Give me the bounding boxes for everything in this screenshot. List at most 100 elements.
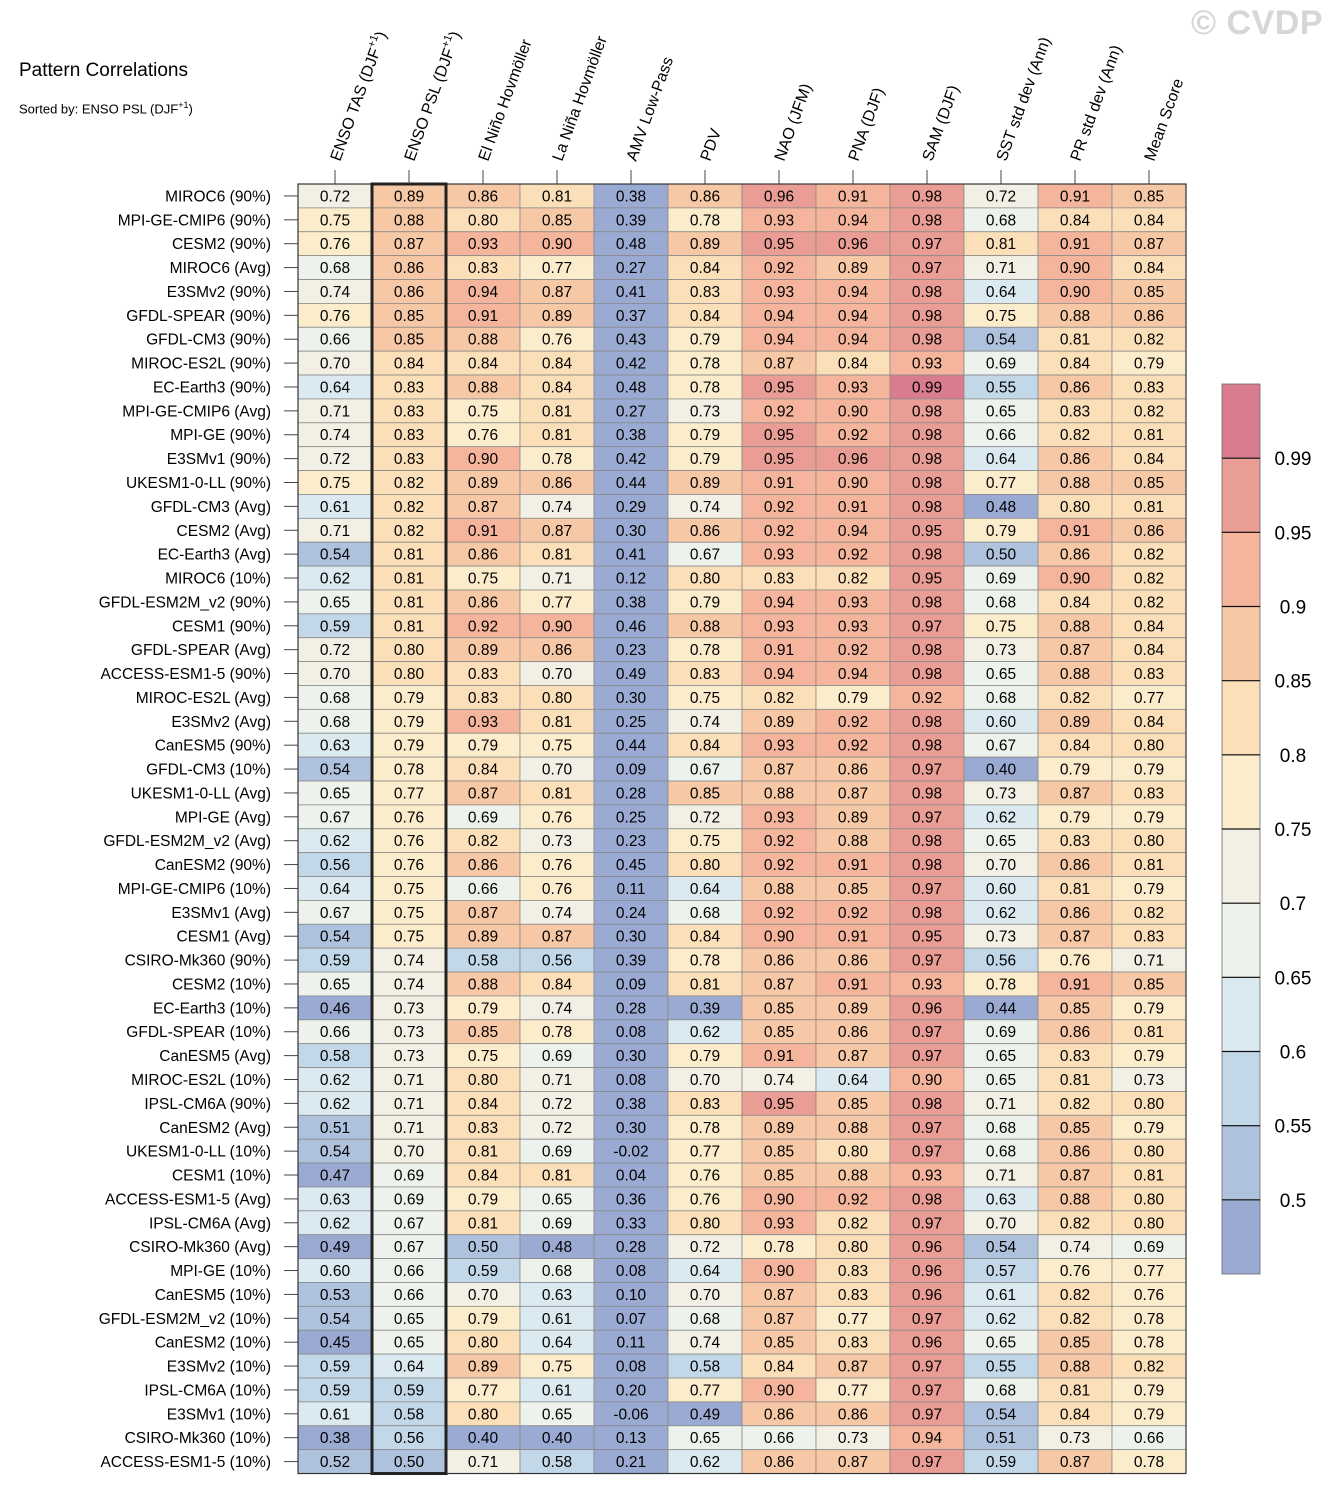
- cell-value: 0.82: [1134, 403, 1164, 420]
- cell-value: 0.44: [986, 1000, 1017, 1017]
- cell-value: 0.70: [320, 666, 351, 683]
- row-label: MIROC6 (90%): [165, 188, 271, 205]
- cell-value: 0.84: [1134, 451, 1165, 468]
- cell-value: 0.97: [912, 1406, 942, 1423]
- cell-value: 0.79: [1060, 809, 1090, 826]
- cell-value: 0.81: [394, 571, 424, 588]
- cell-value: 0.87: [468, 499, 498, 516]
- row-label: CanESM5 (10%): [155, 1287, 271, 1304]
- cell-value: 0.85: [764, 1000, 794, 1017]
- row-label: CanESM2 (Avg): [159, 1120, 271, 1137]
- cell-value: 0.92: [838, 714, 868, 731]
- cell-value: 0.73: [394, 1000, 424, 1017]
- cell-value: 0.76: [394, 809, 424, 826]
- cell-value: 0.39: [690, 1000, 720, 1017]
- cell-value: 0.39: [616, 212, 646, 229]
- row-label: MPI-GE-CMIP6 (10%): [118, 881, 271, 898]
- row-label: CESM2 (10%): [172, 976, 271, 993]
- cell-value: 0.71: [542, 1072, 572, 1089]
- colorbar-segment: [1221, 457, 1261, 533]
- cell-value: 0.97: [912, 260, 942, 277]
- cell-value: 0.64: [320, 379, 351, 396]
- cell-value: 0.23: [616, 833, 646, 850]
- cell-value: 0.71: [542, 571, 572, 588]
- subtitle-sup: +1: [178, 100, 189, 110]
- cell-value: 0.93: [764, 618, 794, 635]
- cell-value: 0.92: [764, 260, 794, 277]
- cell-value: 0.84: [468, 1168, 499, 1185]
- cell-value: 0.92: [764, 523, 794, 540]
- cell-value: 0.89: [468, 475, 498, 492]
- cell-value: 0.81: [1060, 1382, 1090, 1399]
- cell-value: 0.79: [1134, 1382, 1164, 1399]
- cell-value: 0.98: [912, 308, 942, 325]
- cell-value: 0.76: [1134, 1287, 1164, 1304]
- row-label: GFDL-SPEAR (Avg): [131, 642, 271, 659]
- cell-value: 0.86: [1060, 451, 1090, 468]
- cell-value: 0.98: [912, 1096, 942, 1113]
- cell-value: 0.91: [764, 642, 794, 659]
- row-label: E3SMv1 (90%): [167, 451, 271, 468]
- column-label: SST std dev (Ann): [994, 35, 1055, 163]
- cell-value: 0.86: [690, 188, 720, 205]
- cell-value: 0.81: [1134, 857, 1164, 874]
- cell-value: 0.82: [394, 475, 424, 492]
- cell-value: 0.71: [1134, 953, 1164, 970]
- cell-value: 0.65: [690, 1430, 720, 1447]
- row-label: GFDL-SPEAR (10%): [126, 1024, 271, 1041]
- cell-value: 0.74: [394, 976, 425, 993]
- cell-value: 0.87: [838, 1454, 868, 1471]
- cell-value: 0.87: [764, 976, 794, 993]
- cell-value: 0.08: [616, 1359, 646, 1376]
- cell-value: 0.59: [320, 1382, 350, 1399]
- cell-value: 0.58: [690, 1359, 720, 1376]
- cell-value: 0.77: [468, 1382, 498, 1399]
- cell-value: 0.79: [1134, 881, 1164, 898]
- row-label: E3SMv1 (10%): [167, 1406, 271, 1423]
- cell-value: 0.82: [838, 1215, 868, 1232]
- cell-value: 0.81: [542, 714, 572, 731]
- cell-value: 0.84: [1134, 714, 1165, 731]
- cell-value: 0.73: [986, 785, 1016, 802]
- cell-value: 0.86: [1060, 379, 1090, 396]
- cell-value: 0.77: [1134, 690, 1164, 707]
- cell-value: 0.93: [468, 714, 498, 731]
- cell-value: 0.96: [912, 1287, 942, 1304]
- cell-value: 0.83: [394, 379, 424, 396]
- cell-value: 0.97: [912, 1382, 942, 1399]
- cell-value: 0.76: [394, 833, 424, 850]
- cell-value: 0.90: [542, 618, 573, 635]
- cell-value: 0.86: [468, 188, 498, 205]
- cell-value: 0.76: [690, 1191, 720, 1208]
- cell-value: 0.30: [616, 690, 647, 707]
- cell-value: 0.83: [838, 1287, 868, 1304]
- cell-value: 0.65: [986, 1335, 1016, 1352]
- cell-value: 0.59: [320, 953, 350, 970]
- cell-value: 0.85: [542, 212, 572, 229]
- cell-value: 0.44: [616, 738, 647, 755]
- cell-value: 0.76: [1060, 953, 1090, 970]
- cell-value: 0.70: [320, 356, 351, 373]
- cell-value: 0.97: [912, 1215, 942, 1232]
- cell-value: 0.74: [320, 284, 351, 301]
- row-label: E3SMv2 (10%): [167, 1359, 271, 1376]
- cell-value: 0.63: [986, 1191, 1016, 1208]
- cell-value: 0.92: [764, 499, 794, 516]
- cell-value: 0.74: [542, 499, 573, 516]
- cell-value: 0.90: [764, 1263, 795, 1280]
- cell-value: 0.78: [986, 976, 1016, 993]
- colorbar-segment: [1221, 680, 1261, 756]
- cell-value: 0.70: [542, 666, 573, 683]
- cell-value: 0.46: [320, 1000, 350, 1017]
- cell-value: 0.74: [394, 953, 425, 970]
- cell-value: 0.78: [1134, 1311, 1164, 1328]
- cell-value: 0.78: [394, 762, 424, 779]
- cell-value: 0.97: [912, 236, 942, 253]
- column-label: NAO (JFM): [772, 82, 816, 164]
- cell-value: 0.45: [320, 1335, 350, 1352]
- colorbar-label: 0.55: [1275, 1117, 1312, 1138]
- cell-value: 0.24: [616, 905, 647, 922]
- cell-value: 0.94: [838, 308, 869, 325]
- cell-value: 0.66: [986, 427, 1016, 444]
- cell-value: 0.64: [542, 1335, 573, 1352]
